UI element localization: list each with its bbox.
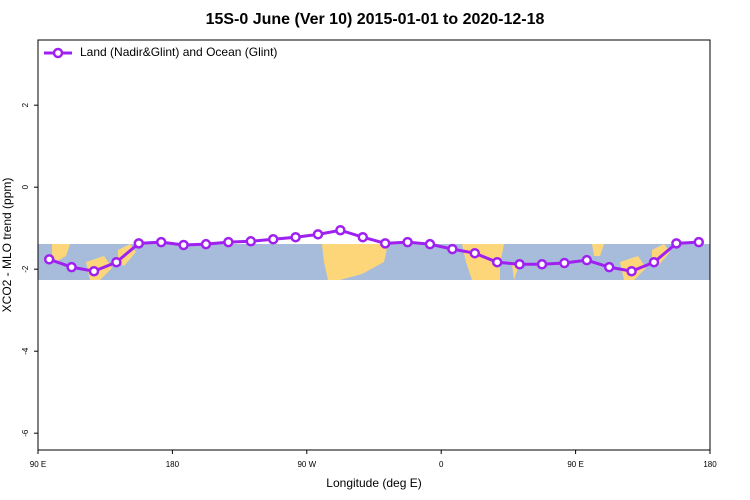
data-point: [66, 261, 77, 273]
data-point: [290, 231, 301, 243]
x-tick-label: 90 E: [567, 460, 583, 469]
data-point: [111, 256, 122, 268]
data-point: [357, 231, 369, 243]
data-point: [469, 247, 481, 259]
data-point: [43, 254, 55, 265]
data-point: [447, 243, 458, 255]
data-point: [335, 224, 346, 236]
y-tick-label: 2: [21, 102, 30, 107]
legend-label: Land (Nadir&Glint) and Ocean (Glint): [80, 45, 277, 59]
data-point: [379, 238, 391, 249]
data-point: [245, 236, 257, 247]
data-point: [693, 236, 705, 248]
x-axis-label: Longitude (deg E): [326, 476, 421, 490]
data-point: [424, 238, 436, 250]
data-point: [402, 236, 413, 248]
data-point: [178, 239, 189, 251]
y-tick-label: 0: [21, 184, 30, 189]
legend-marker: [52, 47, 64, 59]
x-tick-label: 90 E: [30, 460, 46, 469]
data-point: [581, 254, 593, 266]
plot-frame: [37, 39, 711, 451]
data-point: [536, 259, 548, 270]
data-point: [267, 234, 279, 245]
data-point: [603, 261, 615, 273]
x-tick-label: 180: [166, 460, 180, 469]
x-tick-label: 0: [439, 460, 444, 469]
y-axis-label: XCO2 - MLO trend (ppm): [0, 178, 14, 313]
data-point: [223, 236, 234, 248]
data-point: [648, 256, 660, 268]
data-point: [200, 238, 212, 250]
data-point: [155, 236, 167, 248]
x-tick-label: 180: [703, 460, 717, 469]
chart-title: 15S-0 June (Ver 10) 2015-01-01 to 2020-1…: [206, 11, 545, 28]
data-point: [514, 259, 525, 270]
data-point: [559, 257, 570, 269]
data-point: [88, 265, 100, 277]
data-point: [312, 229, 324, 240]
data-point: [133, 238, 145, 249]
data-point: [626, 265, 637, 277]
y-tick-label: -4: [21, 347, 30, 355]
y-tick-label: -6: [21, 429, 30, 437]
data-point: [491, 256, 503, 268]
y-tick-label: -2: [21, 265, 30, 273]
x-tick-label: 90 W: [297, 460, 316, 469]
data-point: [671, 238, 682, 249]
